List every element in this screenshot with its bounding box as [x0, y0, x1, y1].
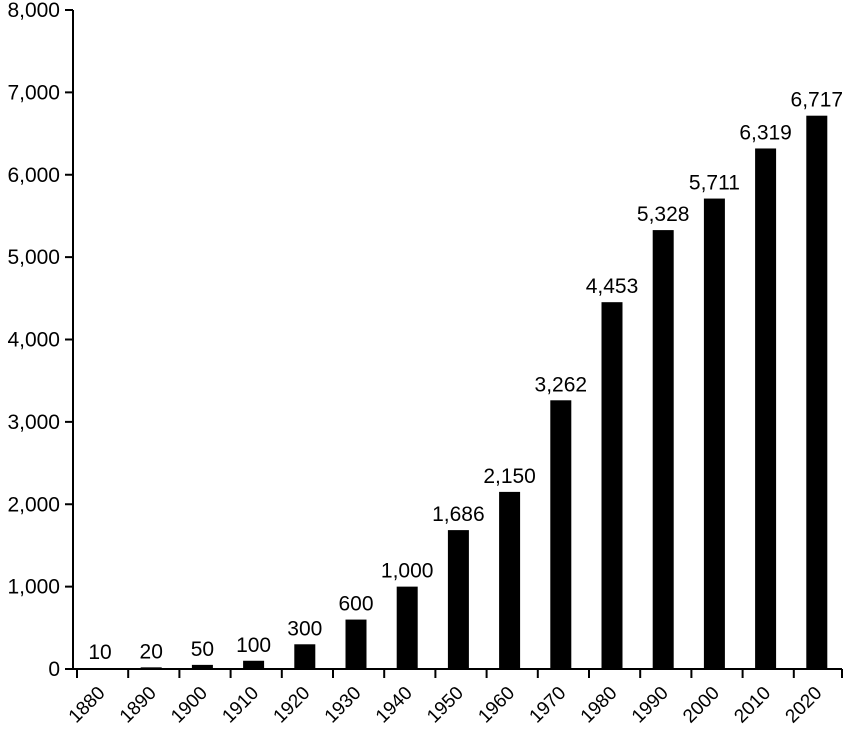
bar-2010 — [755, 148, 777, 669]
x-tick-label-1940: 1940 — [372, 683, 417, 728]
bar-1970 — [550, 400, 572, 669]
x-tick-label-1990: 1990 — [628, 683, 673, 728]
x-tick-label-1880: 1880 — [65, 683, 110, 728]
x-axis: 1880 1890 1900 1910 1920 1930 1940 1950 1960 1970… — [65, 668, 843, 728]
data-label-2010: 6,319 — [739, 121, 792, 144]
bar-1960 — [499, 491, 521, 669]
x-tick-label-1970: 1970 — [526, 683, 571, 728]
y-tick-label: 7,000 — [7, 81, 60, 104]
x-tick-label-2020: 2020 — [782, 683, 827, 728]
x-tick-label-1950: 1950 — [423, 683, 468, 728]
bar-1910 — [243, 660, 265, 669]
y-tick-label: 5,000 — [7, 246, 60, 269]
x-tick-label-1920: 1920 — [270, 683, 315, 728]
data-label-1890: 20 — [140, 640, 163, 663]
y-tick-label: 8,000 — [7, 0, 60, 22]
bar-1980 — [601, 302, 623, 669]
bar-1930 — [345, 619, 367, 669]
data-label-1880: 10 — [88, 641, 111, 664]
x-tick-label-2000: 2000 — [679, 683, 724, 728]
data-label-1900: 50 — [191, 638, 214, 661]
data-label-2000: 5,711 — [689, 172, 740, 195]
data-label-2020: 6,717 — [791, 89, 844, 112]
x-tick-label-1980: 1980 — [577, 683, 622, 728]
bar-1900 — [191, 664, 213, 669]
data-label-1990: 5,328 — [637, 203, 690, 226]
y-tick-label: 2,000 — [7, 493, 60, 516]
y-tick-label: 0 — [48, 658, 60, 681]
x-tick-label-2010: 2010 — [730, 683, 775, 728]
x-tick-label-1960: 1960 — [474, 683, 519, 728]
data-label-1930: 600 — [338, 593, 373, 616]
data-label-1980: 4,453 — [586, 275, 639, 298]
bar-1880 — [89, 668, 111, 670]
data-label-1920: 300 — [287, 617, 322, 640]
data-labels: 10 20 50 100 300 600 1,000 1,686 2,150 3,262 4,453… — [88, 89, 843, 664]
bar-1940 — [396, 586, 418, 669]
x-tick-label-1910: 1910 — [218, 683, 263, 728]
bar-1990 — [652, 230, 674, 669]
data-label-1940: 1,000 — [381, 560, 434, 583]
bar-1950 — [447, 530, 469, 669]
y-tick-label: 6,000 — [7, 164, 60, 187]
x-tick-label-1900: 1900 — [167, 683, 212, 728]
bar-2000 — [703, 198, 725, 669]
bar-2020 — [806, 115, 828, 669]
data-label-1960: 2,150 — [483, 465, 536, 488]
bars — [89, 115, 828, 670]
bar-1890 — [140, 667, 162, 669]
bar-1920 — [294, 644, 316, 669]
data-label-1910: 100 — [236, 634, 271, 657]
data-label-1950: 1,686 — [432, 503, 485, 526]
y-tick-label: 1,000 — [7, 576, 60, 599]
y-tick-label: 3,000 — [7, 411, 60, 434]
x-tick-label-1930: 1930 — [321, 683, 366, 728]
y-tick-label: 4,000 — [7, 329, 60, 352]
y-axis: 0 1,000 2,000 3,000 4,000 5,000 6,000 7,000 8,00… — [7, 0, 74, 681]
data-label-1970: 3,262 — [535, 373, 588, 396]
x-tick-label-1890: 1890 — [116, 683, 161, 728]
